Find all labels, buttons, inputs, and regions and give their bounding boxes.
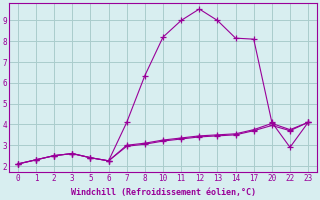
X-axis label: Windchill (Refroidissement éolien,°C): Windchill (Refroidissement éolien,°C): [70, 188, 255, 197]
